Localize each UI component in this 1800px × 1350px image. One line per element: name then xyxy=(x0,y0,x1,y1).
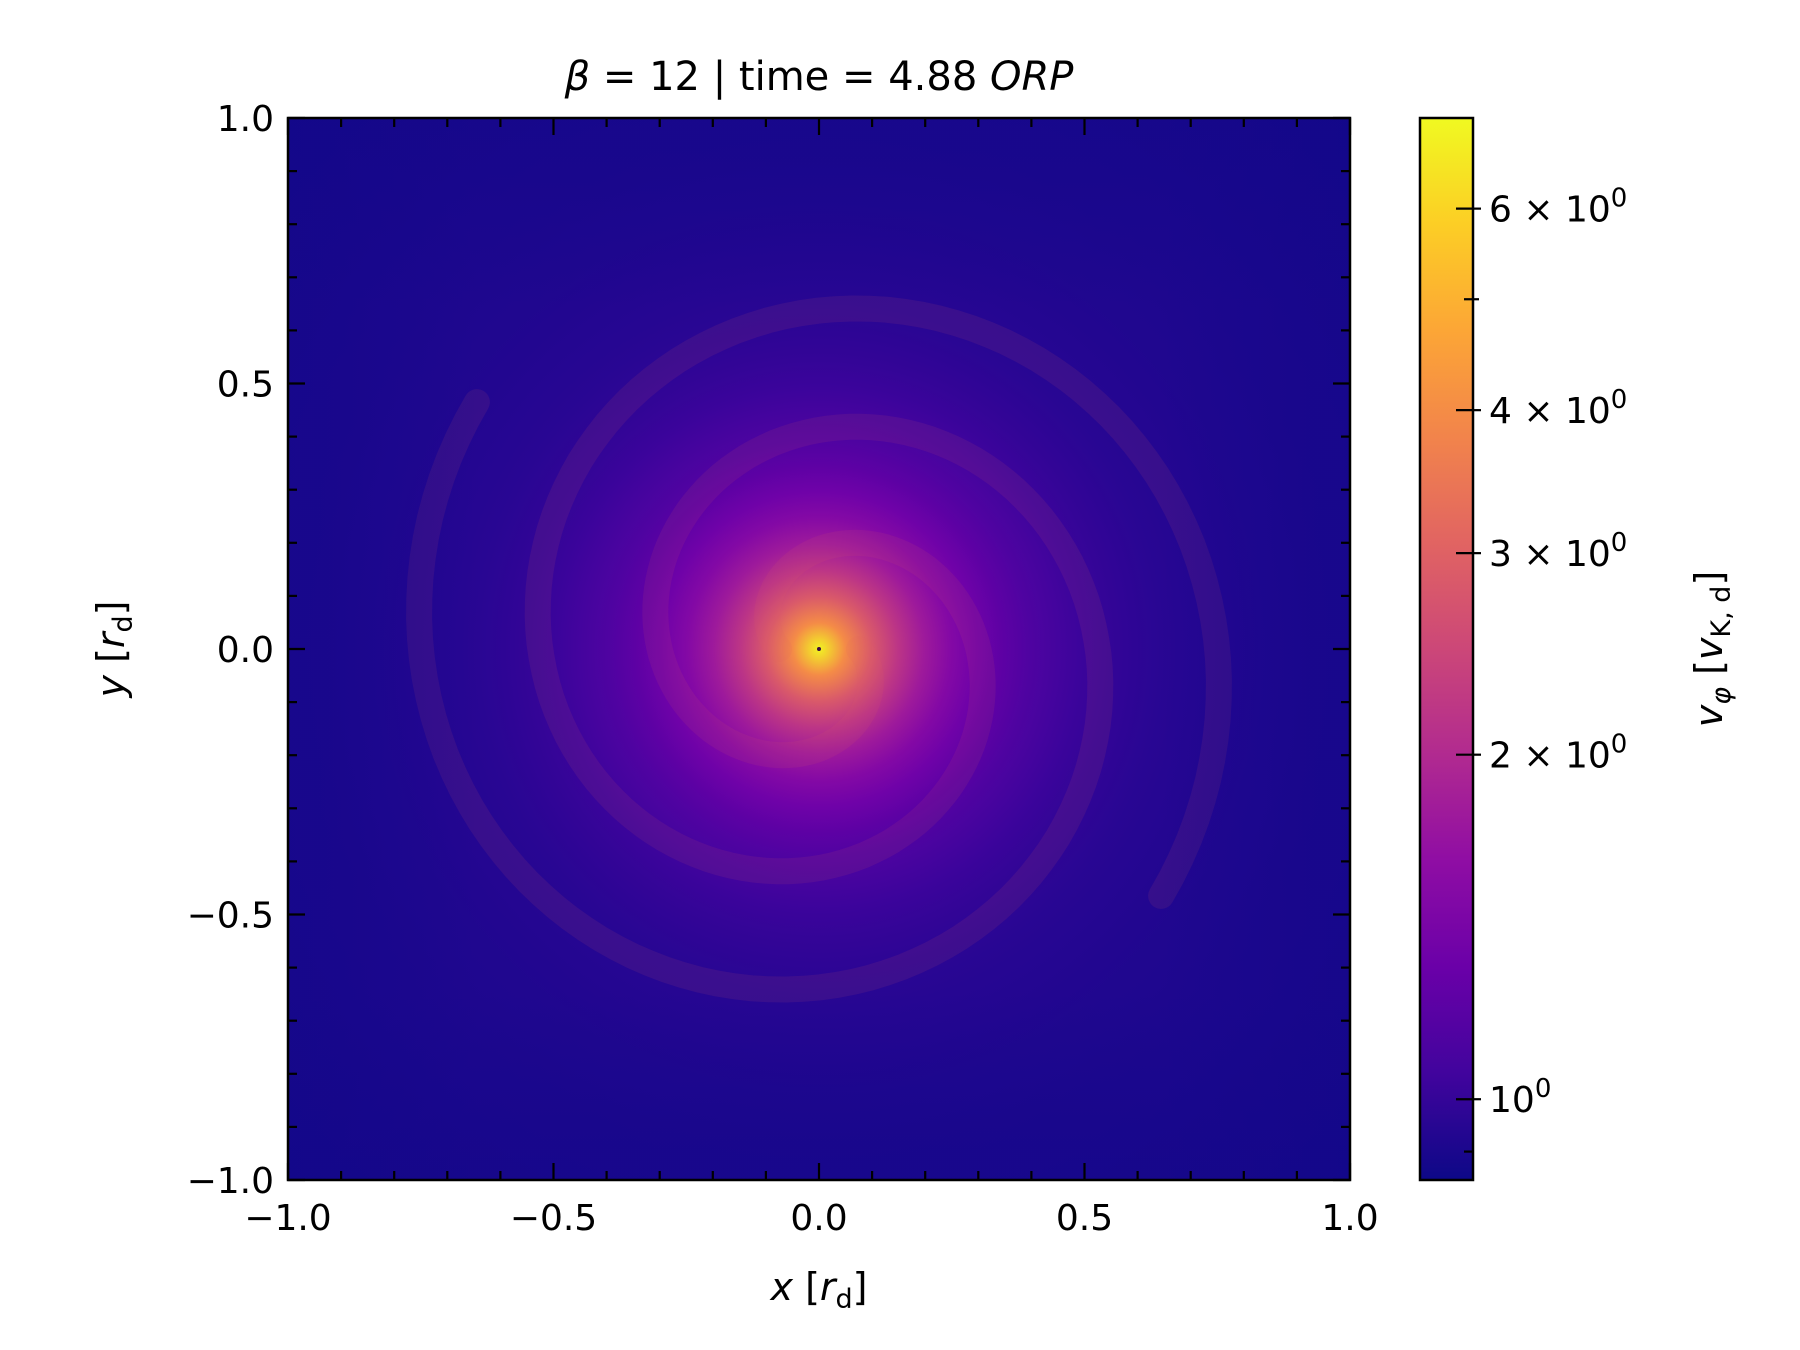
colorbar-tick-mantissa: 2 xyxy=(1489,736,1512,777)
y-axis-unit-sub: d xyxy=(108,615,139,632)
y-axis-open: [ xyxy=(89,648,133,675)
heatmap-area xyxy=(288,118,1350,1180)
x-tick-label: −1.0 xyxy=(244,1198,331,1239)
x-tick-label: −0.5 xyxy=(510,1198,597,1239)
y-tick-label: −0.5 xyxy=(187,896,274,937)
y-ticks: −1.0 −0.5 0.0 0.5 1.0 xyxy=(187,99,1350,1202)
colorbar-tick-exp: 0 xyxy=(1611,730,1628,760)
colorbar-tick-base: 10 xyxy=(1489,1080,1535,1121)
x-tick-label: 0.5 xyxy=(1056,1198,1113,1239)
y-axis-var: y xyxy=(89,675,133,699)
colorbar-tick-label: 3 × 100 xyxy=(1489,528,1627,575)
y-tick-label: 0.0 xyxy=(217,630,274,671)
colorbar-tick-times: × xyxy=(1512,391,1565,432)
y-tick-label: −1.0 xyxy=(187,1161,274,1202)
colorbar-tick-base: 10 xyxy=(1565,534,1611,575)
colorbar-tick-label: 6 × 100 xyxy=(1489,184,1627,231)
title-beta-symbol: β xyxy=(564,54,591,100)
colorbar-tick-mantissa: 4 xyxy=(1489,391,1512,432)
colorbar-tick-exp: 0 xyxy=(1611,184,1628,214)
x-axis-unit-sub: d xyxy=(836,1284,853,1315)
colorbar-tick-label: 4 × 100 xyxy=(1489,385,1627,432)
colorbar xyxy=(1418,116,1475,1182)
y-axis-close: ] xyxy=(89,601,133,616)
colorbar-tick-mantissa: 3 xyxy=(1489,534,1512,575)
colorbar-tick-base: 10 xyxy=(1565,391,1611,432)
x-axis-label: x [rd] xyxy=(770,1265,868,1315)
chart-title: β = 12 | time = 4.88 ORP xyxy=(564,54,1075,100)
colorbar-tick-label: 2 × 100 xyxy=(1489,730,1627,777)
colorbar-label-open: [ xyxy=(1687,660,1731,687)
colorbar-tick-exp: 0 xyxy=(1611,528,1628,558)
title-time-unit: ORP xyxy=(990,54,1074,100)
y-tick-label: 1.0 xyxy=(217,99,274,140)
colorbar-label-close: ] xyxy=(1687,571,1731,586)
x-axis-open: [ xyxy=(793,1265,820,1309)
colorbar-tick-exp: 0 xyxy=(1535,1074,1552,1104)
colorbar-label-var-sub: φ xyxy=(1706,687,1737,705)
colorbar-label-unit: v xyxy=(1687,637,1731,660)
center-point xyxy=(817,647,821,651)
colorbar-label-unit-sub: K, d xyxy=(1706,586,1737,638)
colorbar-tick-times: × xyxy=(1512,190,1565,231)
x-ticks: −1.0 −0.5 0.0 0.5 1.0 xyxy=(244,118,1379,1239)
x-axis-unit: r xyxy=(820,1265,838,1309)
colorbar-tick-label: 100 xyxy=(1489,1074,1551,1121)
y-axis-label: y [rd] xyxy=(89,601,139,699)
x-tick-label: 0.0 xyxy=(790,1198,847,1239)
colorbar-label-var: v xyxy=(1687,704,1731,727)
colorbar-tick-exp: 0 xyxy=(1611,385,1628,415)
colorbar-tick-mantissa: 6 xyxy=(1489,190,1512,231)
colorbar-tick-base: 10 xyxy=(1565,190,1611,231)
y-tick-label: 0.5 xyxy=(217,365,274,406)
colorbar-label: vφ [vK, d] xyxy=(1687,571,1737,728)
colorbar-tick-times: × xyxy=(1512,736,1565,777)
x-tick-label: 1.0 xyxy=(1321,1198,1378,1239)
colorbar-tick-base: 10 xyxy=(1565,736,1611,777)
title-beta-text: = 12 | time = 4.88 xyxy=(590,54,990,100)
x-axis-close: ] xyxy=(853,1265,868,1309)
x-axis-var: x xyxy=(770,1265,794,1309)
colorbar-tick-times: × xyxy=(1512,534,1565,575)
y-axis-unit: r xyxy=(89,630,133,648)
